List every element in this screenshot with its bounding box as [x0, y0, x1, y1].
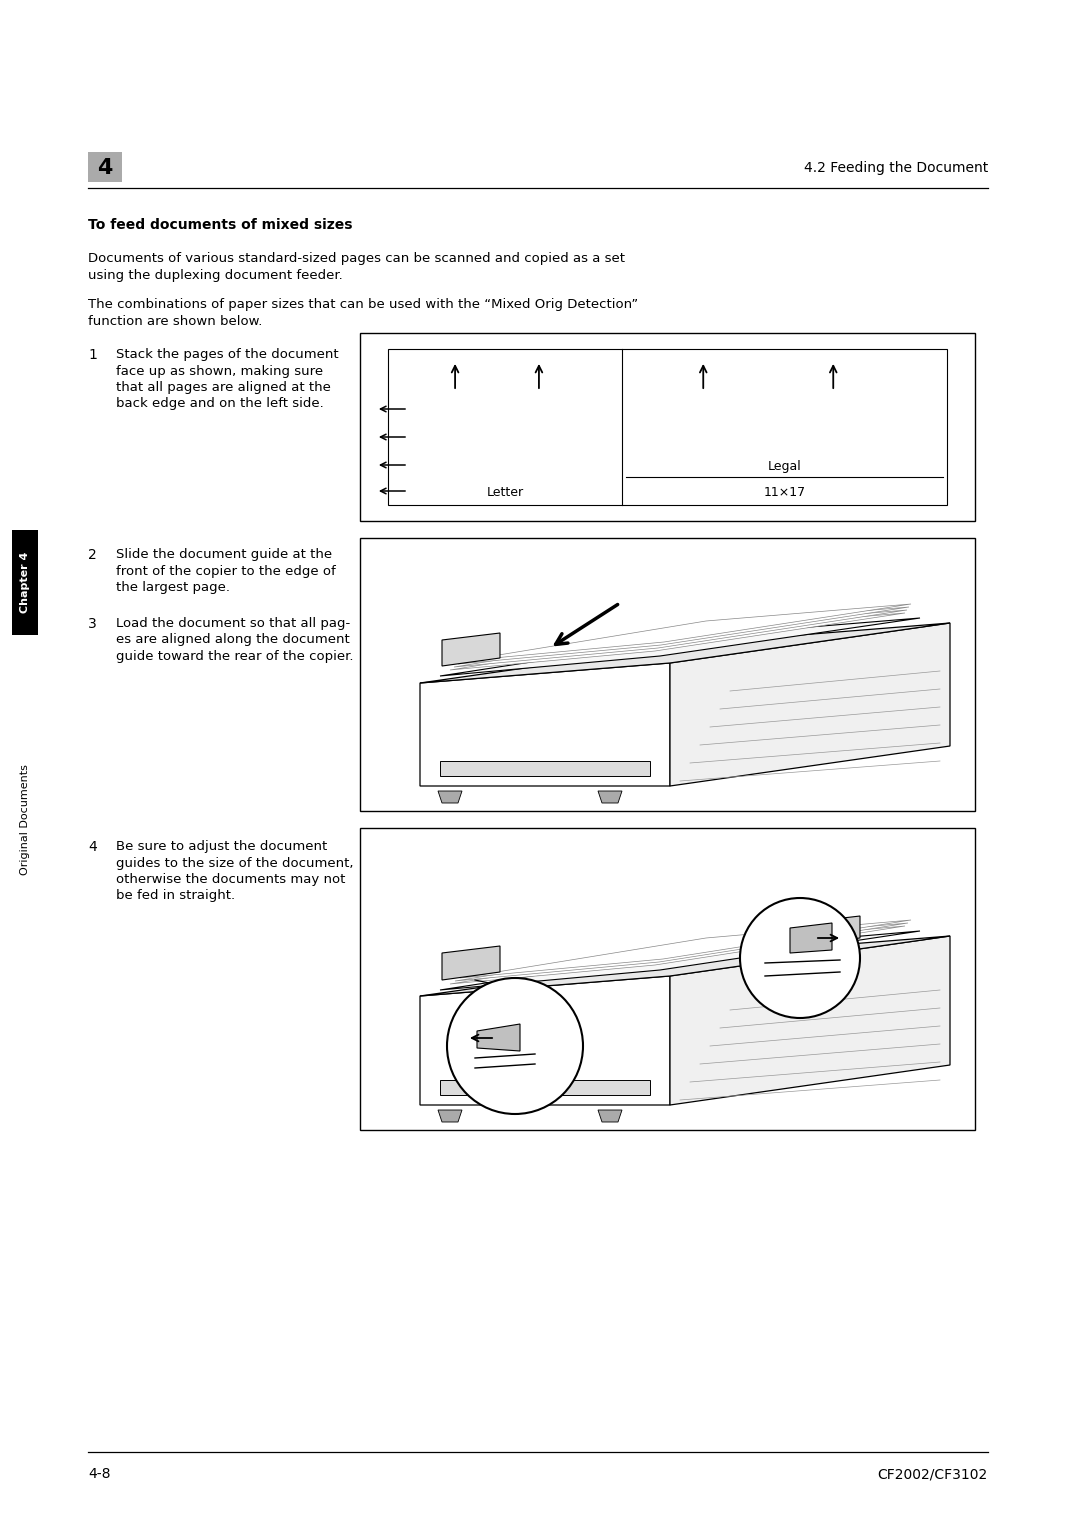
Polygon shape — [670, 937, 950, 1105]
Text: Letter: Letter — [486, 486, 524, 500]
Text: 3: 3 — [87, 617, 97, 631]
Text: front of the copier to the edge of: front of the copier to the edge of — [116, 564, 336, 578]
Bar — [360, 333, 975, 521]
Polygon shape — [440, 931, 920, 990]
Polygon shape — [460, 920, 912, 978]
Circle shape — [447, 978, 583, 1114]
Text: Slide the document guide at the: Slide the document guide at the — [116, 549, 333, 561]
Polygon shape — [450, 613, 905, 669]
Text: that all pages are aligned at the: that all pages are aligned at the — [116, 380, 330, 394]
Polygon shape — [420, 623, 950, 683]
Polygon shape — [598, 792, 622, 804]
Polygon shape — [442, 946, 500, 979]
Polygon shape — [440, 1080, 650, 1096]
Text: 4.2 Feeding the Document: 4.2 Feeding the Document — [804, 160, 988, 176]
Polygon shape — [458, 607, 909, 665]
Polygon shape — [420, 663, 670, 785]
Polygon shape — [440, 761, 650, 776]
Polygon shape — [454, 610, 907, 668]
Text: Documents of various standard-sized pages can be scanned and copied as a set: Documents of various standard-sized page… — [87, 252, 625, 264]
Text: Stack the pages of the document: Stack the pages of the document — [116, 348, 339, 361]
Text: function are shown below.: function are shown below. — [87, 315, 262, 329]
Text: To feed documents of mixed sizes: To feed documents of mixed sizes — [87, 219, 352, 232]
Bar — [388, 348, 947, 504]
Text: guides to the size of the document,: guides to the size of the document, — [116, 857, 353, 869]
Polygon shape — [789, 923, 832, 953]
Polygon shape — [442, 633, 500, 666]
Text: the largest page.: the largest page. — [116, 581, 230, 594]
Polygon shape — [450, 926, 905, 984]
Polygon shape — [438, 792, 462, 804]
Polygon shape — [420, 937, 950, 996]
Text: 2: 2 — [87, 549, 97, 562]
Polygon shape — [670, 623, 950, 785]
Text: 4: 4 — [97, 157, 112, 177]
Text: Legal: Legal — [768, 460, 801, 474]
Text: 4-8: 4-8 — [87, 1467, 110, 1481]
Text: es are aligned along the document: es are aligned along the document — [116, 634, 350, 646]
Polygon shape — [440, 617, 920, 675]
Polygon shape — [438, 1109, 462, 1122]
Text: using the duplexing document feeder.: using the duplexing document feeder. — [87, 269, 342, 283]
Text: otherwise the documents may not: otherwise the documents may not — [116, 872, 346, 886]
Polygon shape — [455, 923, 908, 981]
Text: CF2002/CF3102: CF2002/CF3102 — [878, 1467, 988, 1481]
Text: guide toward the rear of the copier.: guide toward the rear of the copier. — [116, 649, 353, 663]
Polygon shape — [800, 915, 860, 946]
Bar — [87, 151, 122, 182]
Text: back edge and on the left side.: back edge and on the left side. — [116, 397, 324, 411]
Text: Load the document so that all pag-: Load the document so that all pag- — [116, 617, 350, 630]
Text: 4: 4 — [87, 840, 97, 854]
Bar — [360, 538, 975, 811]
Text: Be sure to adjust the document: Be sure to adjust the document — [116, 840, 327, 853]
Text: Original Documents: Original Documents — [21, 764, 30, 876]
Polygon shape — [420, 976, 670, 1105]
Bar — [360, 828, 975, 1131]
Text: Chapter 4: Chapter 4 — [21, 552, 30, 613]
Polygon shape — [598, 1109, 622, 1122]
Bar — [12, 530, 38, 636]
Polygon shape — [462, 604, 912, 662]
Text: be fed in straight.: be fed in straight. — [116, 889, 235, 903]
Text: The combinations of paper sizes that can be used with the “Mixed Orig Detection”: The combinations of paper sizes that can… — [87, 298, 638, 312]
Circle shape — [740, 898, 860, 1018]
Text: 1: 1 — [87, 348, 97, 362]
Polygon shape — [477, 1024, 519, 1051]
Text: 11×17: 11×17 — [764, 486, 806, 500]
Text: face up as shown, making sure: face up as shown, making sure — [116, 365, 323, 377]
